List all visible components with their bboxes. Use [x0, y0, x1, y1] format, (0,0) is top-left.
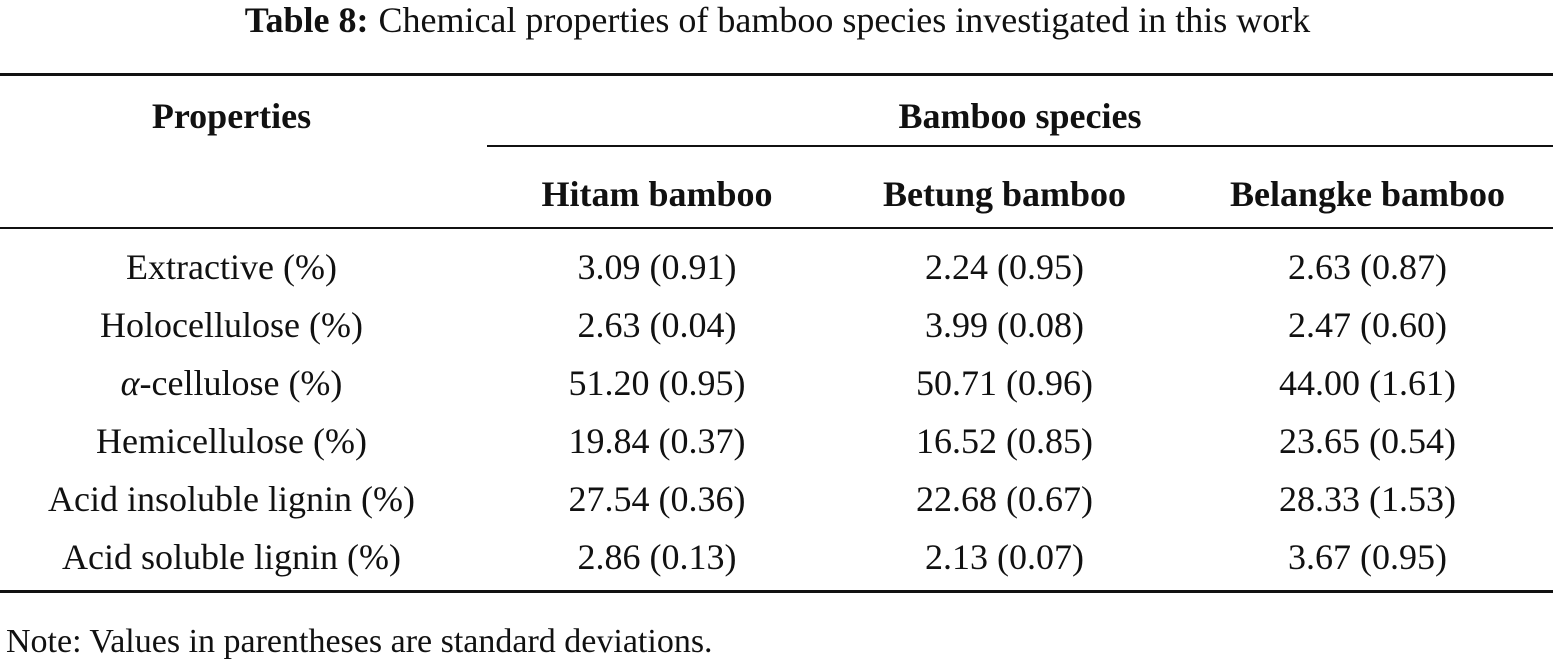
bottom-rule — [0, 590, 1553, 593]
header-bottom-rule — [0, 227, 1553, 229]
cell-value: 44.00 (1.61) — [1279, 363, 1456, 403]
header-properties: Properties — [151, 96, 312, 136]
table-note: Note: Values in parentheses are standard… — [6, 623, 713, 660]
cell-value: 3.09 (0.91) — [577, 247, 737, 287]
header-betung-bamboo: Betung bamboo — [882, 174, 1127, 214]
row-property-holocellulose: Holocellulose (%) — [100, 305, 363, 345]
cell-value: 16.52 (0.85) — [916, 421, 1093, 461]
top-rule — [0, 73, 1553, 76]
cell-value: 50.71 (0.96) — [916, 363, 1093, 403]
cell-value: 19.84 (0.37) — [568, 421, 746, 461]
table-caption: Table 8: Chemical properties of bamboo sp… — [0, 0, 1555, 40]
cell-value: 23.65 (0.54) — [1279, 421, 1456, 461]
cell-value: 22.68 (0.67) — [916, 479, 1093, 519]
row-property-extractive: Extractive (%) — [126, 247, 337, 287]
header-sub-rule — [487, 145, 1553, 147]
cell-value: 2.24 (0.95) — [925, 247, 1084, 287]
cell-value: 27.54 (0.36) — [568, 479, 746, 519]
row-property-acid-soluble-lignin: Acid soluble lignin (%) — [62, 537, 401, 577]
alpha-symbol: α — [120, 363, 140, 403]
cell-value: 3.67 (0.95) — [1288, 537, 1447, 577]
cell-value: 2.63 (0.04) — [577, 305, 737, 345]
table-caption-label: Table 8: — [244, 0, 369, 40]
cell-value: 51.20 (0.95) — [568, 363, 746, 403]
cell-value: 2.47 (0.60) — [1288, 305, 1447, 345]
cell-value: 2.13 (0.07) — [925, 537, 1084, 577]
cell-value: 2.86 (0.13) — [577, 537, 737, 577]
row-property-acid-insoluble-lignin: Acid insoluble lignin (%) — [48, 479, 415, 519]
row-property-alpha-cellulose-label: -cellulose (%) — [139, 363, 343, 403]
cell-value: 3.99 (0.08) — [925, 305, 1084, 345]
row-property-alpha-cellulose: α-cellulose (%) — [0, 363, 463, 403]
table-caption-text: Chemical properties of bamboo species in… — [378, 0, 1311, 40]
cell-value: 28.33 (1.53) — [1279, 479, 1456, 519]
row-property-hemicellulose: Hemicellulose (%) — [96, 421, 367, 461]
cell-value: 2.63 (0.87) — [1288, 247, 1447, 287]
header-belangke-bamboo: Belangke bamboo — [1229, 174, 1506, 214]
header-bamboo-species: Bamboo species — [898, 96, 1142, 136]
header-hitam-bamboo: Hitam bamboo — [541, 174, 773, 214]
